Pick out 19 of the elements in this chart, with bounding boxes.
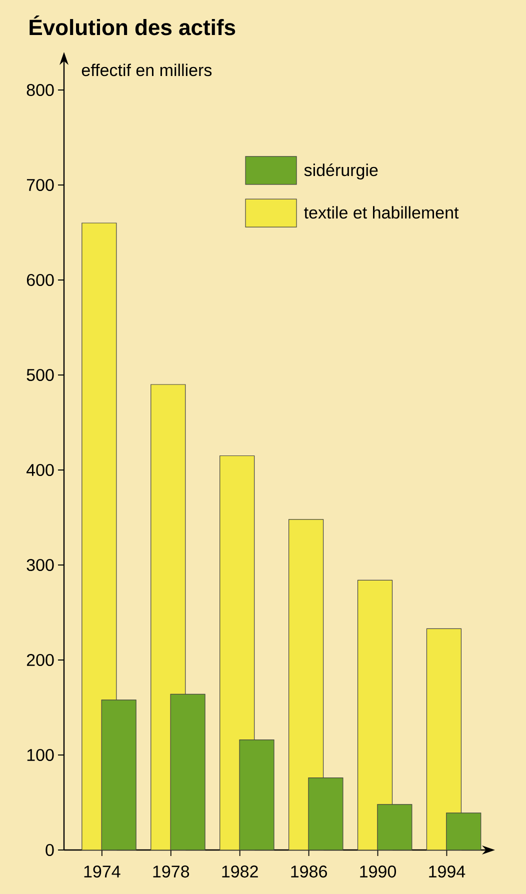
x-tick-label: 1978 xyxy=(153,866,190,878)
x-tick-label: 1974 xyxy=(84,866,120,878)
y-tick-label: 800 xyxy=(26,84,54,96)
y-tick-label: 600 xyxy=(26,274,54,286)
y-tick-label: 100 xyxy=(27,748,54,762)
y-tick-label: 300 xyxy=(26,558,54,572)
chart-title: Évolution des actifs xyxy=(30,16,236,36)
y-tick-label: 0 xyxy=(46,844,54,856)
x-tick-label: 1982 xyxy=(222,866,258,878)
y-tick-label: 400 xyxy=(26,464,54,476)
legend-label: sidérurgie xyxy=(304,163,378,180)
y-tick-label: 500 xyxy=(26,368,54,382)
y-tick-label: 700 xyxy=(26,178,54,192)
legend-label: textile et habillement xyxy=(304,206,459,219)
x-tick-label: 1990 xyxy=(360,866,396,878)
x-tick-label: 1994 xyxy=(429,866,466,878)
x-tick-label: 1986 xyxy=(291,866,327,878)
y-axis-title: effectif en milliers xyxy=(82,64,212,76)
y-tick-label: 200 xyxy=(26,654,54,666)
